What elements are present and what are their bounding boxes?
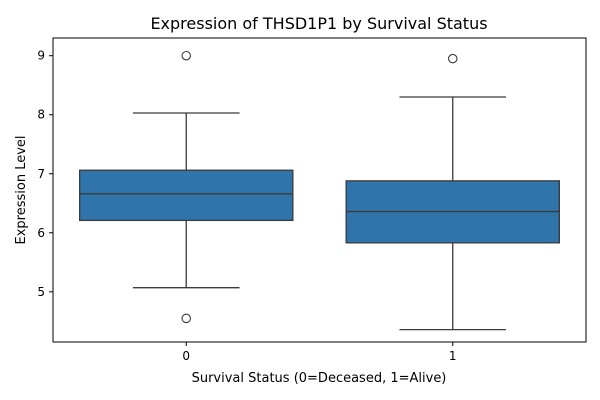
y-tick-label: 5	[37, 285, 45, 299]
plot-area: 5 6 7 8 9 0 1	[37, 49, 560, 363]
outlier-point	[181, 50, 192, 61]
outlier-point	[181, 313, 192, 324]
y-tick-label: 8	[37, 108, 45, 122]
x-tick-label: 1	[449, 349, 457, 363]
y-axis-label: Expression Level	[14, 135, 29, 244]
plot-frame	[52, 37, 587, 343]
chart-title: Expression of THSD1P1 by Survival Status	[150, 14, 487, 33]
x-tick-label: 0	[182, 349, 190, 363]
outlier-point	[447, 53, 458, 64]
x-axis-label: Survival Status (0=Deceased, 1=Alive)	[192, 371, 447, 386]
y-tick-label: 9	[37, 49, 45, 63]
iqr-box	[79, 169, 294, 222]
y-tick-label: 6	[37, 226, 45, 240]
y-tick-label: 7	[37, 167, 45, 181]
